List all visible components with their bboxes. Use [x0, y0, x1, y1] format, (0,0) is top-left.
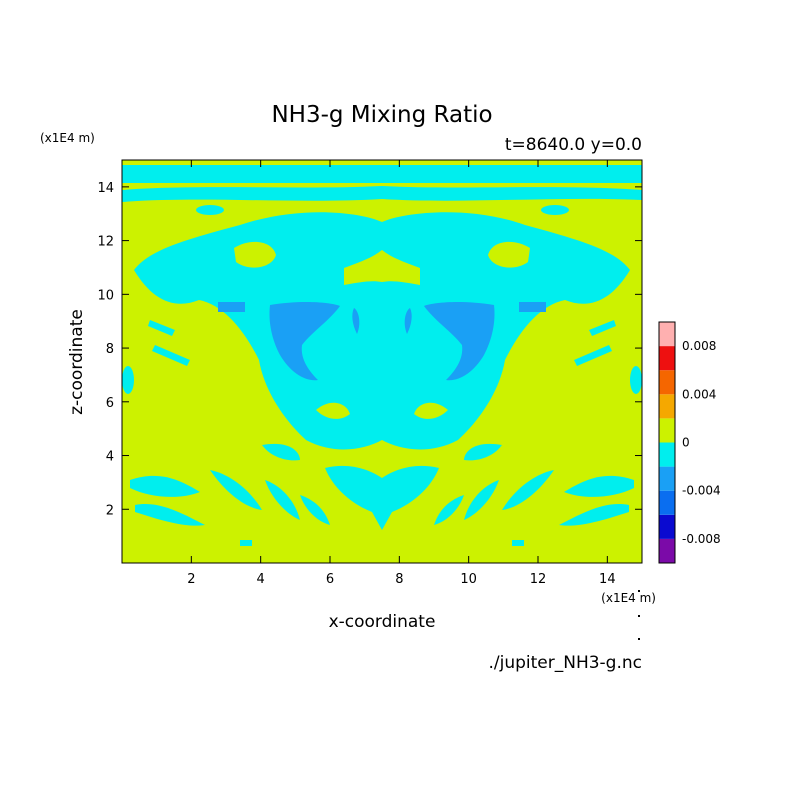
y-tick-label: 6: [106, 396, 114, 411]
plot-frame: [121, 159, 643, 564]
source-file-label: ./jupiter_NH3-g.nc: [488, 653, 642, 673]
colorbar: -0.008 -0.004 0 0.004 0.008: [658, 321, 721, 564]
colorbar-swatch: [659, 442, 675, 467]
x-axis-title: x-coordinate: [329, 612, 436, 632]
colorbar-swatch: [659, 322, 675, 347]
colorbar-swatch: [659, 418, 675, 443]
colorbar-tick-label: -0.008: [682, 532, 721, 546]
stray-marks: [638, 590, 640, 640]
region-vortices: [218, 302, 546, 381]
x-tick-label: 12: [530, 572, 547, 587]
x-unit-label: (x1E4 m): [601, 591, 656, 605]
plot-area: 2 4 6 8 10 12 14 2 4 6 8 10 12 14: [97, 159, 643, 587]
region-lower-filaments: [122, 320, 642, 546]
x-tick-label: 10: [460, 572, 477, 587]
region-central-plume: [134, 212, 630, 461]
colorbar-swatch: [659, 394, 675, 419]
x-tick-label: 6: [326, 572, 334, 587]
y-tick-label: 12: [97, 235, 114, 250]
colorbar-swatch: [659, 370, 675, 395]
y-tick-label: 14: [97, 181, 114, 196]
y-axis-title: z-coordinate: [67, 309, 87, 415]
y-unit-label: (x1E4 m): [40, 131, 95, 145]
colorbar-swatch: [659, 466, 675, 491]
region-top-band: [122, 165, 642, 215]
y-tick-label: 2: [106, 503, 114, 518]
y-axis-ticks: 2 4 6 8 10 12 14: [97, 181, 642, 518]
colorbar-swatch: [659, 490, 675, 515]
colorbar-tick-label: 0.004: [682, 387, 716, 401]
y-tick-label: 10: [97, 288, 114, 303]
x-tick-label: 8: [395, 572, 403, 587]
y-tick-label: 4: [106, 450, 114, 465]
chart-title: NH3-g Mixing Ratio: [271, 102, 492, 128]
x-axis-ticks: 2 4 6 8 10 12 14: [187, 160, 616, 587]
colorbar-tick-label: -0.004: [682, 484, 721, 498]
colorbar-frame: [658, 321, 676, 564]
colorbar-swatch: [659, 538, 675, 563]
colorbar-tick-label: 0: [682, 436, 690, 450]
colorbar-tick-label: 0.008: [682, 339, 716, 353]
x-tick-label: 2: [187, 572, 195, 587]
x-tick-label: 4: [257, 572, 265, 587]
colorbar-swatch: [659, 346, 675, 371]
y-tick-label: 8: [106, 342, 114, 357]
colorbar-swatch: [659, 514, 675, 539]
chart-subtitle: t=8640.0 y=0.0: [505, 135, 642, 155]
x-tick-label: 14: [599, 572, 616, 587]
region-plume-holes: [139, 241, 625, 440]
heatmap-field: [122, 160, 642, 563]
